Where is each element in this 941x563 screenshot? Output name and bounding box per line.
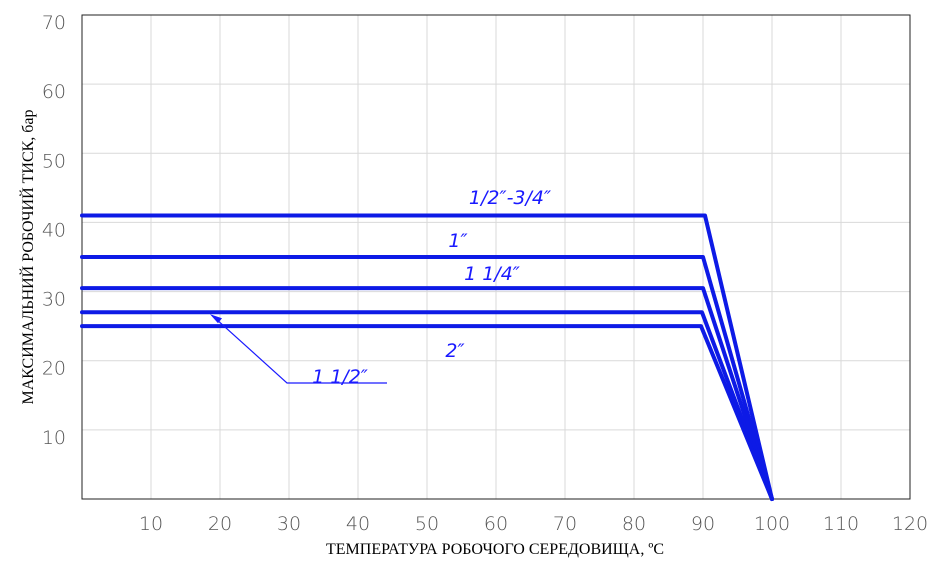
x-tick-labels: 10 20 30 40 50 60 70 80 90 100 110 120 — [139, 513, 928, 535]
x-tick-label: 110 — [823, 513, 859, 535]
series-labels: 1/2″-3/4″1″ 1 1/4″ 1 1/2″ 2″ — [210, 187, 551, 388]
x-tick-label: 10 — [139, 513, 163, 535]
y-tick-label: 10 — [42, 427, 66, 449]
y-tick-label: 30 — [42, 289, 66, 311]
y-tick-label: 60 — [42, 81, 66, 103]
x-tick-label: 40 — [346, 513, 370, 535]
label-leader-line — [211, 314, 387, 384]
x-tick-label: 90 — [691, 513, 715, 535]
x-tick-label: 80 — [622, 513, 646, 535]
series-label: 1/2″-3/4″ — [469, 187, 551, 209]
x-tick-label: 60 — [484, 513, 508, 535]
series-label: 1 1/4″ — [464, 263, 520, 285]
y-tick-label: 50 — [42, 150, 66, 172]
series-label: 1″ — [448, 230, 467, 252]
label-leader-arrowhead — [210, 314, 222, 324]
series-line — [80, 255, 774, 501]
series-label: 2″ — [445, 340, 464, 362]
x-tick-label: 100 — [754, 513, 790, 535]
series-line — [80, 310, 774, 501]
y-tick-label: 40 — [42, 219, 66, 241]
x-tick-label: 20 — [208, 513, 232, 535]
x-axis-title: ТЕМПЕРАТУРА РОБОЧОГО СЕРЕДОВИЩА, ºС — [326, 541, 664, 558]
x-tick-label: 70 — [553, 513, 577, 535]
x-tick-label: 50 — [415, 513, 439, 535]
series-layer — [80, 213, 774, 501]
x-tick-label: 120 — [892, 513, 928, 535]
y-tick-labels: 10 20 30 40 50 60 70 — [42, 12, 66, 449]
x-tick-label: 30 — [277, 513, 301, 535]
y-tick-label: 70 — [42, 12, 66, 34]
y-axis-title: МАКСИМАЛЬНИЙ РОБОЧИЙ ТИСК, бар — [18, 109, 37, 404]
series-line — [80, 213, 774, 501]
series-line — [80, 286, 774, 501]
series-line — [80, 324, 774, 501]
series-label: 1 1/2″ — [312, 366, 368, 388]
y-tick-label: 20 — [42, 358, 66, 380]
